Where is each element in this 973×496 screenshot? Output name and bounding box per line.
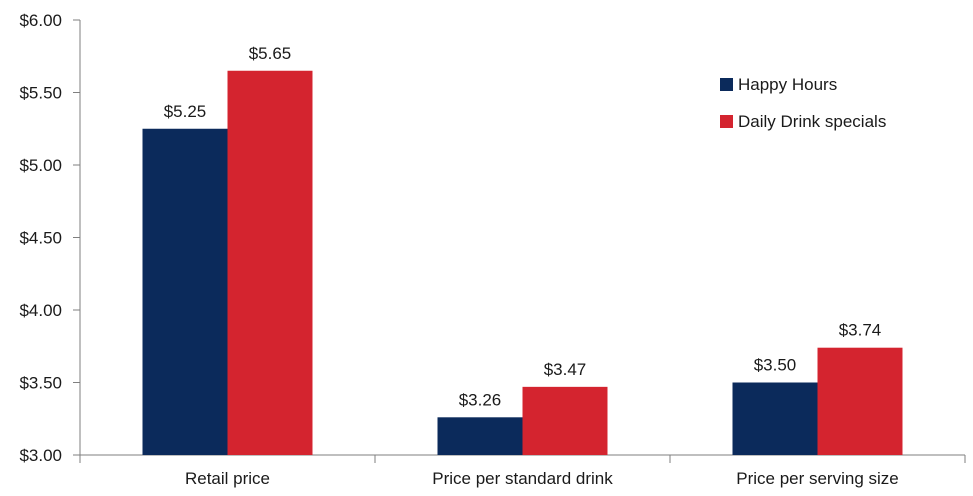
legend-label: Daily Drink specials xyxy=(738,112,886,131)
legend-label: Happy Hours xyxy=(738,75,837,94)
y-tick-label: $3.50 xyxy=(19,374,62,393)
y-tick-label: $4.50 xyxy=(19,229,62,248)
category-label: Price per standard drink xyxy=(432,469,613,488)
category-label: Retail price xyxy=(185,469,270,488)
bars xyxy=(142,70,903,455)
data-label: $3.26 xyxy=(459,390,502,409)
legend-swatch xyxy=(720,115,733,128)
y-tick-label: $5.50 xyxy=(19,84,62,103)
data-label: $5.25 xyxy=(164,102,207,121)
data-labels: $5.25 $5.65 $3.26 $3.47 $3.50 $3.74 xyxy=(164,44,882,410)
y-tick-label: $3.00 xyxy=(19,446,62,465)
data-label: $3.50 xyxy=(754,356,797,375)
bar xyxy=(142,128,228,455)
category-label: Price per serving size xyxy=(736,469,899,488)
legend: Happy Hours Daily Drink specials xyxy=(720,75,886,131)
bar xyxy=(227,70,313,455)
bar xyxy=(437,417,523,455)
bar xyxy=(817,347,903,455)
x-axis: Retail price Price per standard drink Pric… xyxy=(79,454,966,488)
y-tick-label: $6.00 xyxy=(19,11,62,30)
y-axis: $3.00 $3.50 $4.00 $4.50 $5.00 $5.50 $6.00 xyxy=(19,11,81,465)
data-label: $3.74 xyxy=(839,321,882,340)
data-label: $3.47 xyxy=(544,360,587,379)
y-tick-label: $5.00 xyxy=(19,156,62,175)
bar xyxy=(522,386,608,455)
bar xyxy=(732,382,818,455)
y-tick-label: $4.00 xyxy=(19,301,62,320)
legend-swatch xyxy=(720,78,733,91)
data-label: $5.65 xyxy=(249,44,292,63)
